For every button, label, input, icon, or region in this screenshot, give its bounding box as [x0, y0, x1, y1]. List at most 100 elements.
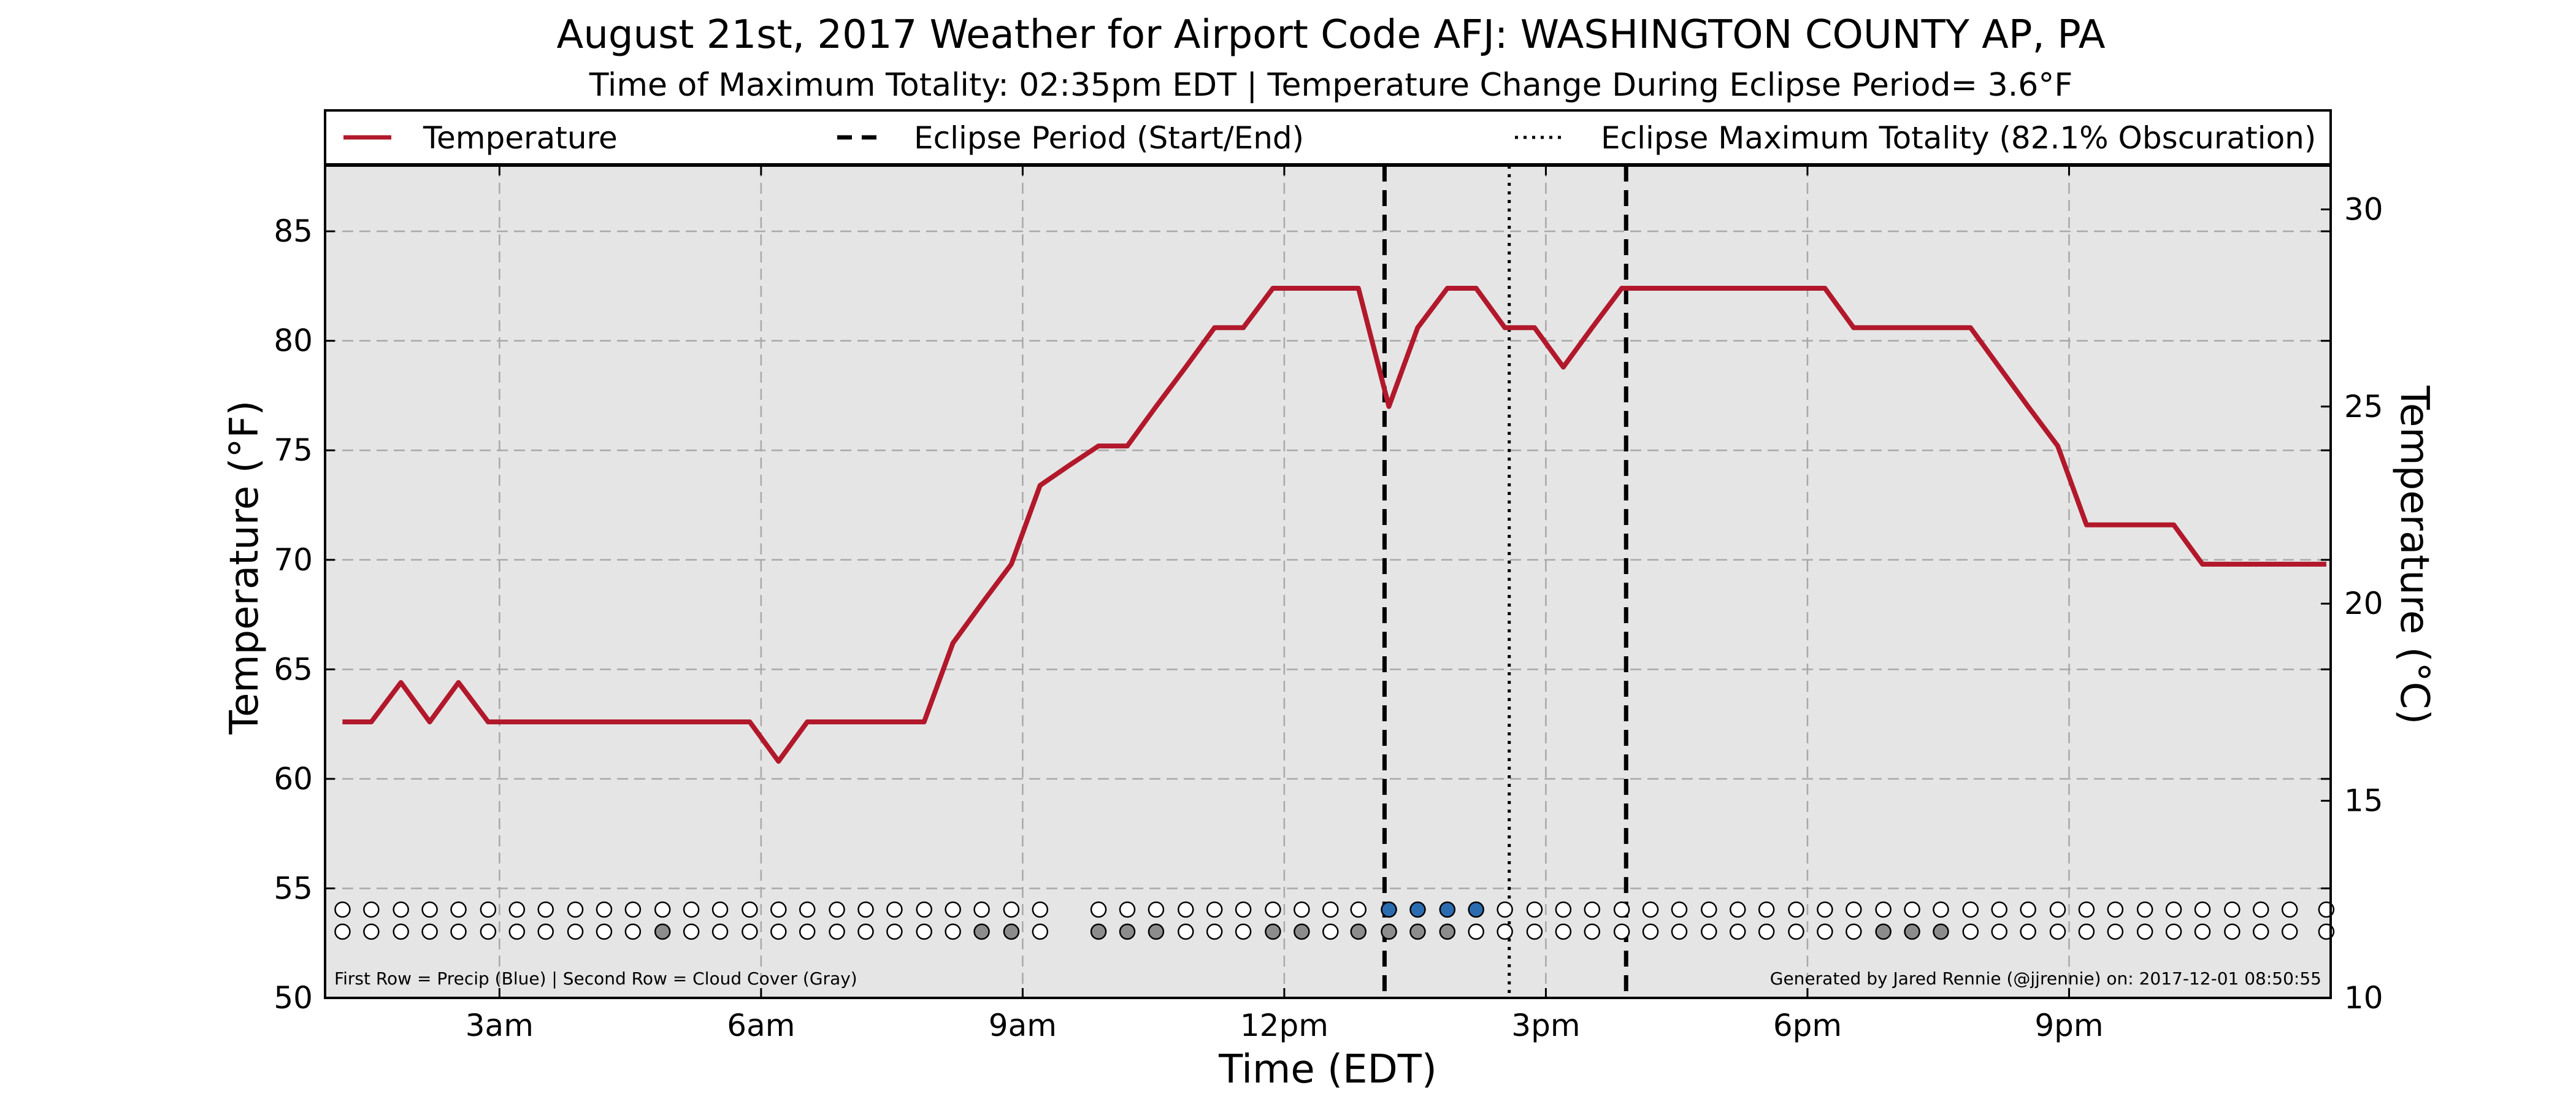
cloud-dot: [1090, 923, 1107, 940]
precip-dot: [2078, 901, 2095, 918]
precip-dot: [799, 901, 816, 918]
x-axis-label: Time (EDT): [1218, 1047, 1437, 1092]
precip-dot: [537, 901, 554, 918]
precip-dot: [393, 901, 409, 918]
cloud-dot: [1265, 923, 1281, 940]
precip-dot: [450, 901, 467, 918]
cloud-dot: [1235, 923, 1252, 940]
precip-dot: [1381, 901, 1397, 918]
axes: 50 55 60 65 70 75 80 85 10 15 20 25 30 3am 6am 9am 12pm 3…: [274, 164, 2383, 1043]
cloud-dot: [916, 923, 932, 940]
cloud-dot: [624, 923, 642, 940]
precip-dot: [2165, 901, 2182, 918]
precip-dot: [1904, 901, 1920, 918]
footer-note-left: First Row = Precip (Blue) | Second Row =…: [334, 968, 857, 989]
cloud-dot: [1817, 923, 1833, 940]
precip-dot: [1148, 901, 1165, 918]
cloud-dot: [363, 923, 380, 940]
cloud-dot: [1904, 923, 1920, 940]
cloud-dot: [2020, 923, 2036, 940]
precip-dot: [1701, 901, 1717, 918]
y-tick-label: 75: [274, 432, 313, 468]
precip-dot: [2224, 901, 2241, 918]
precip-dot: [1206, 901, 1223, 918]
y-tick-label: 85: [274, 213, 313, 249]
precip-dot: [1119, 901, 1136, 918]
cloud-dot: [1468, 923, 1484, 940]
y-tick-label-right: 30: [2344, 191, 2383, 227]
precip-dot: [1671, 901, 1688, 918]
precip-dot: [1265, 901, 1281, 918]
cloud-dot: [1294, 923, 1310, 940]
precip-dot: [363, 901, 380, 918]
precip-dot: [1439, 901, 1456, 918]
cloud-dot: [2136, 923, 2153, 940]
precip-dot: [683, 901, 700, 918]
y-tick-label-right: 25: [2344, 389, 2383, 424]
cloud-dot: [1788, 923, 1804, 940]
cloud-dot: [2253, 923, 2269, 940]
cloud-dot: [537, 923, 554, 940]
cloud-dot: [1206, 923, 1223, 940]
temperature-line: [342, 286, 2326, 764]
precip-dot: [770, 901, 787, 918]
cloud-dot: [1962, 923, 1979, 940]
y-tick-label: 80: [274, 323, 313, 359]
legend-label: Temperature: [423, 120, 618, 156]
precip-dot: [1555, 901, 1572, 918]
cloud-dot: [450, 923, 467, 940]
cloud-dot: [1671, 923, 1688, 940]
precip-dot: [1235, 901, 1252, 918]
cloud-dot: [1846, 923, 1862, 940]
precip-dot: [508, 901, 526, 918]
cloud-dot: [1758, 923, 1775, 940]
x-tick-label: 6pm: [1773, 1008, 1842, 1043]
cloud-dot: [886, 923, 903, 940]
cloud-dot: [393, 923, 409, 940]
x-tick-label: 9am: [989, 1008, 1057, 1043]
cloud-dot: [1350, 923, 1367, 940]
cloud-dot: [2224, 923, 2241, 940]
precip-dot: [1090, 901, 1107, 918]
cloud-dot: [683, 923, 700, 940]
precip-dot: [1642, 901, 1659, 918]
eclipse-lines: [1382, 166, 1628, 998]
precip-dot: [2136, 901, 2153, 918]
precip-dot: [480, 901, 497, 918]
precip-dot: [334, 901, 351, 918]
cloud-dot: [770, 923, 787, 940]
y-tick-label: 50: [274, 980, 313, 1016]
cloud-dot: [2049, 923, 2066, 940]
cloud-dot: [334, 923, 351, 940]
cloud-dot: [596, 923, 613, 940]
precip-dot: [857, 901, 874, 918]
cloud-dot: [2107, 923, 2124, 940]
observation-rows: [334, 901, 2335, 940]
precip-dot: [1991, 901, 2007, 918]
plot-area: [325, 166, 2331, 998]
x-tick-label: 12pm: [1240, 1008, 1328, 1043]
cloud-dot: [1729, 923, 1746, 940]
x-tick-label: 6am: [727, 1008, 795, 1043]
y-axis-label-left: Temperature (°F): [222, 401, 267, 735]
cloud-dot: [945, 923, 961, 940]
cloud-dot: [1178, 923, 1194, 940]
precip-dot: [624, 901, 642, 918]
precip-dot: [1468, 901, 1484, 918]
y-tick-label: 65: [274, 651, 313, 687]
cloud-dot: [480, 923, 497, 940]
y-tick-label: 55: [274, 870, 313, 906]
precip-dot: [1032, 901, 1049, 918]
precip-dot: [1497, 901, 1513, 918]
precip-dot: [1294, 901, 1310, 918]
cloud-dot: [1555, 923, 1572, 940]
cloud-dot: [1933, 923, 1949, 940]
legend-box: [324, 109, 2332, 166]
cloud-dot: [1875, 923, 1892, 940]
y-tick-label-right: 15: [2344, 783, 2383, 819]
cloud-dot: [1613, 923, 1630, 940]
precip-dot: [1875, 901, 1892, 918]
precip-dot: [1613, 901, 1630, 918]
precip-dot: [1322, 901, 1339, 918]
